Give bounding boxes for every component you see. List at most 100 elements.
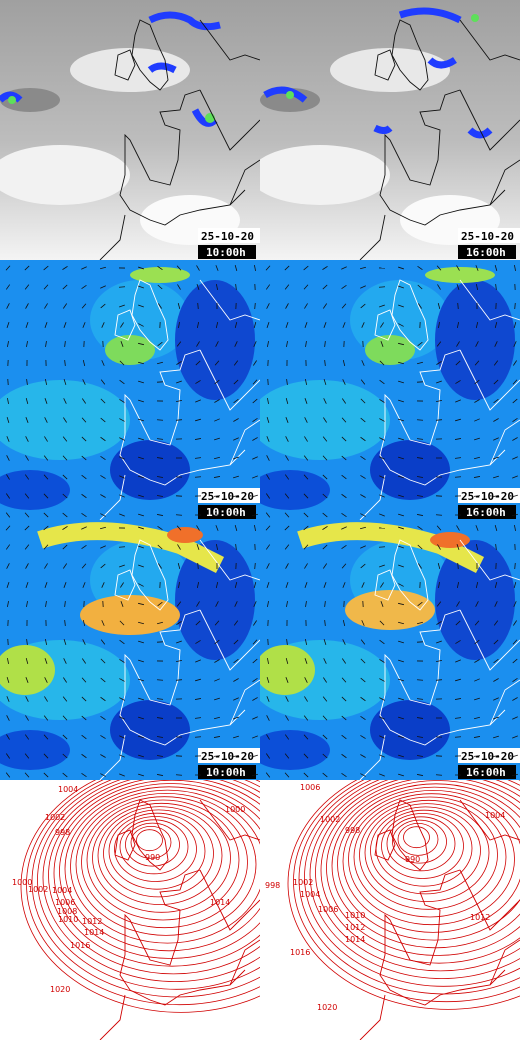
wind-arrow [360,545,366,549]
wind-arrow [81,303,87,309]
time-box [198,505,256,519]
wind-arrow [322,563,328,569]
wind-arrow [100,379,106,385]
wind-arrow [285,715,289,721]
wind-arrow [304,696,308,702]
wind-arrow [25,563,29,569]
wind-arrow [284,284,290,290]
wind-arrow [195,380,201,384]
wind-arrow [233,639,239,645]
isobar-label: 990 [405,855,420,864]
wind-arrow [63,639,67,645]
wind-arrow [492,774,500,776]
wind-arrow [195,640,201,644]
wind-arrow [214,659,220,663]
wind-arrow [455,678,461,682]
wind-arrow [341,772,347,778]
wind-arrow [323,398,327,404]
wind-arrow [215,265,219,271]
wind-arrow [323,658,327,664]
wind-arrow [157,265,163,271]
wind-arrows [5,264,259,518]
wind-arrow [341,512,347,518]
wind-arrow [379,678,385,682]
wind-arrow [513,360,517,366]
wind-arrow [266,322,270,328]
wind-arrow [322,455,328,461]
wind-arrow [62,772,68,778]
date-box [458,748,520,763]
wind-arrow [252,658,258,664]
time-label: 10:00h [206,506,246,519]
wind-arrow [214,639,220,645]
wind-arrow [43,265,49,271]
wind-arrow [156,736,164,738]
wind-arrow [436,341,442,347]
wind-arrow [398,399,404,403]
isobar-label: 1002 [320,815,340,824]
isobar [353,796,507,918]
wind-arrow [379,494,385,498]
wind-arrow [473,755,481,757]
wind-arrow [138,513,144,517]
wind-arrow [322,303,328,309]
wind-arrow [514,524,516,532]
wind-arrow [195,418,201,422]
wind-arrow [493,697,499,701]
wind-arrow [341,658,347,664]
wind-arrow [62,696,68,702]
wind-arrow [512,417,518,423]
wind-arrow [473,495,481,497]
wind-arrow [398,583,404,587]
wind-arrow [265,544,271,550]
wind-arrow [233,398,239,404]
isobar [287,780,520,1010]
wind-arrow [398,304,404,308]
wind-arrow [120,322,124,328]
isobar-label: 1012 [470,913,490,922]
wind-arrow [252,437,258,441]
wind-arrow [62,753,68,759]
isobar-label: 1010 [58,915,78,924]
wind-arrow [100,303,106,309]
wind-arrow [119,418,125,422]
wind-arrow [176,640,182,644]
wind-arrow [233,456,239,460]
wind-arrow [323,582,327,588]
wind-arrow [398,513,404,517]
wind-arrow [286,638,288,646]
wind-arrow [81,266,87,270]
isobar-label: 998 [55,828,70,837]
wind-arrow [119,754,125,758]
wind-arrow [25,715,29,721]
wind-arrow [232,774,240,776]
wind-arrow [195,678,201,682]
wind-arrow [196,601,200,607]
wind-arrow [64,600,66,608]
wind-arrow [195,399,201,403]
wind-arrow [286,600,288,608]
time-box [458,245,516,259]
wind-arrow [398,621,404,625]
isobar-label: 1020 [50,985,70,994]
wind-arrow [456,341,460,347]
wind-arrow [138,494,144,498]
wind-arrow [26,340,28,348]
wind-arrow [474,697,480,701]
wind-arrow [81,753,87,759]
wind-arrow [398,564,404,568]
wind-arrow [156,438,164,440]
wind-arrow [304,378,308,386]
wind-arrow [100,475,106,479]
wind-arrow [43,544,49,550]
wind-arrow [266,417,270,423]
wind-arrow [360,417,366,423]
wind-arrow [62,493,68,499]
isobar [20,780,260,1013]
wind-arrow [380,582,384,588]
wind-arrow [177,302,181,310]
wind-arrow [285,303,289,309]
wind-arrow [398,697,404,701]
wind-arrow [322,474,328,480]
